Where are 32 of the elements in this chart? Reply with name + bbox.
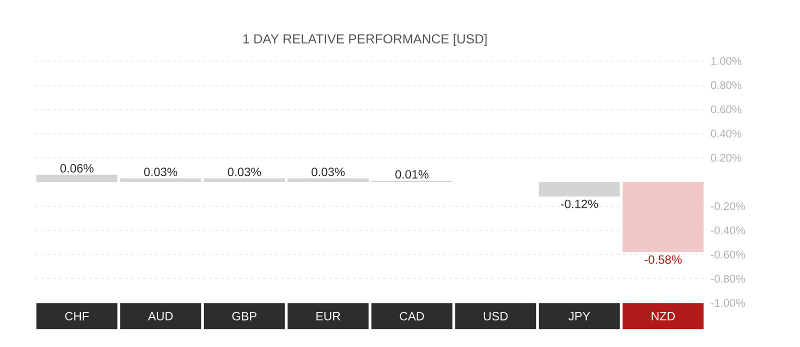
y-tick-label: 0.60% [710,106,742,114]
data-label: 0.03% [144,168,178,176]
y-tick-label: 1.00% [711,57,742,65]
bar [204,178,285,182]
y-tick-label: -0.20% [711,202,745,210]
x-tick-label: USD [484,312,508,320]
chart-title: 1 DAY RELATIVE PERFORMANCE [USD] [243,34,487,46]
x-tick-label: CHF [65,312,89,320]
data-label: 0.03% [228,168,261,176]
x-tick-label: GBP [232,312,256,320]
y-tick-label: -0.80% [711,274,745,283]
bar [120,178,202,182]
bar [538,182,620,197]
y-tick-label: 0.20% [710,154,742,162]
x-tick-label: JPY [568,312,590,320]
bar [36,174,118,182]
bar [288,178,369,182]
data-label: -0.58% [644,255,682,264]
x-tick-label: EUR [316,312,340,320]
data-label: 0.03% [312,168,345,176]
x-tick-label: AUD [148,312,173,320]
bar [622,182,704,252]
x-tick-label: CAD [400,312,424,320]
y-tick-label: -1.00% [711,299,745,307]
data-label: 0.01% [395,170,428,179]
data-label: -0.12% [560,200,598,208]
y-tick-label: 0.40% [710,130,742,138]
x-tick-label: NZD [652,312,675,320]
data-label: 0.06% [60,164,94,173]
y-tick-label: -0.40% [711,226,745,234]
y-tick-label: 0.80% [710,81,742,90]
y-tick-label: -0.60% [711,250,745,258]
